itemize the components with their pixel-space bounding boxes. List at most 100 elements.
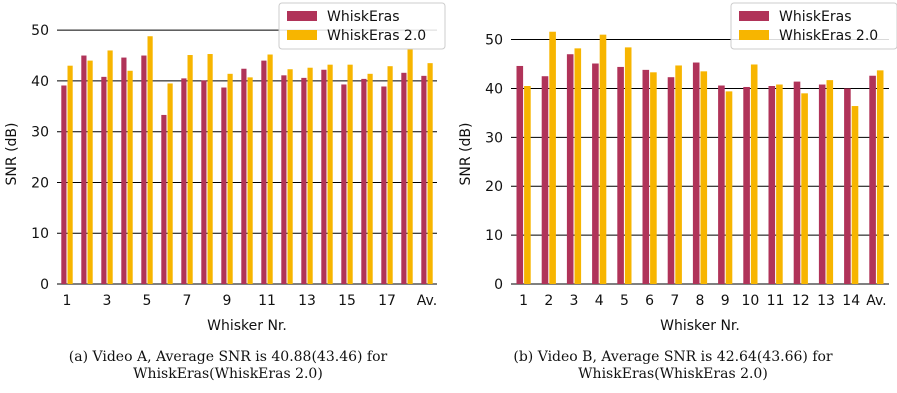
bar-whiskeras2-3 [107,50,113,284]
bar-whiskeras2-2 [87,60,93,284]
bar-whiskeras-6 [642,69,650,284]
x-tick-label: 14 [842,293,860,309]
bar-whiskeras-10 [743,86,750,284]
x-tick-label: 1 [63,293,72,309]
bar-whiskeras-11 [261,60,267,284]
bar-whiskeras-5 [141,55,147,285]
bar-whiskeras-3 [101,76,107,284]
bar-whiskeras2-4 [127,70,133,285]
bar-whiskeras2-1 [67,65,73,284]
y-tick-label: 20 [485,179,503,195]
bar-whiskeras2-6 [167,83,173,284]
bar-whiskeras2-7 [675,65,682,284]
y-axis-title: SNR (dB) [4,123,20,186]
y-tick-label: 30 [485,130,503,146]
y-tick-label: 30 [31,125,49,141]
bar-whiskeras-17 [381,86,387,284]
bar-whiskeras2-4 [599,34,607,284]
bar-whiskeras-12 [281,75,287,284]
bar-whiskeras2-5 [147,36,153,284]
bar-whiskeras2-Av. [427,63,433,285]
x-tick-label: 10 [741,293,759,309]
bar-whiskeras2-9 [227,73,233,284]
x-tick-label: 17 [378,293,396,309]
y-tick-label: 40 [31,74,49,90]
caption-b: (b) Video B, Average SNR is 42.64(43.66)… [513,349,833,382]
bar-whiskeras-16 [361,78,367,285]
bar-whiskeras2-5 [624,47,632,284]
x-tick-label: Av. [866,293,886,309]
x-axis-title: Whisker Nr. [207,318,287,334]
bar-whiskeras-2 [81,55,87,285]
x-tick-label: 12 [792,293,810,309]
bar-whiskeras-12 [793,81,801,284]
legend: WhiskEras WhiskEras 2.0 [730,2,897,50]
bar-whiskeras-2 [541,76,549,284]
bar-whiskeras-15 [341,84,347,284]
legend-label: WhiskEras 2.0 [779,28,878,44]
bar-whiskeras2-15 [347,64,353,284]
bar-whiskeras2-2 [549,31,556,284]
bar-whiskeras2-11 [267,54,273,285]
bar-whiskeras-11 [768,86,776,284]
y-tick-label: 10 [31,226,49,242]
bar-whiskeras-8 [201,80,207,285]
x-tick-label: 13 [817,293,835,309]
bar-whiskeras-9 [221,87,227,285]
x-tick-label: 7 [183,293,192,309]
x-tick-label: 13 [298,293,316,309]
bar-whiskeras2-1 [524,86,531,284]
y-tick-label: 40 [485,81,503,97]
bar-whiskeras2-9 [725,91,733,284]
y-tick-label: 0 [40,277,49,293]
bar-whiskeras2-10 [247,77,253,284]
bar-whiskeras2-17 [387,66,393,284]
bar-whiskeras-8 [692,62,700,285]
y-tick-label: 50 [485,33,503,49]
bar-whiskeras-4 [121,57,127,284]
bar-whiskeras2-10 [750,64,758,284]
bar-whiskeras-14 [844,88,851,284]
bar-whiskeras2-11 [776,84,783,285]
bar-whiskeras-5 [617,66,624,284]
x-tick-label: 3 [103,293,112,309]
bar-whiskeras2-8 [700,71,708,284]
bar-whiskeras-13 [818,84,826,285]
bar-whiskeras-1 [61,85,67,284]
y-tick-label: 50 [31,23,49,39]
bar-whiskeras2-6 [650,72,657,284]
bar-whiskeras2-16 [367,73,373,284]
x-tick-label: 9 [721,293,730,309]
legend-swatch [739,11,769,21]
x-tick-label: 5 [620,293,629,309]
bar-whiskeras-Av. [869,75,876,284]
bar-whiskeras2-13 [826,80,834,284]
bar-whiskeras2-3 [574,48,582,284]
bar-whiskeras-7 [181,78,187,284]
x-tick-label: 6 [645,293,654,309]
bar-whiskeras2-7 [187,55,193,285]
x-tick-label: 9 [223,293,232,309]
y-tick-label: 20 [31,175,49,191]
legend-box [278,2,446,50]
x-tick-label: 4 [595,293,604,309]
x-axis-title: Whisker Nr. [660,318,740,334]
bar-whiskeras2-18 [407,49,413,285]
y-axis-title: SNR (dB) [458,123,474,186]
bar-whiskeras2-14 [327,64,333,284]
legend-swatch [287,11,317,21]
bar-whiskeras-14 [321,69,327,284]
legend-box [730,2,897,50]
legend: WhiskEras WhiskEras 2.0 [278,2,446,50]
legend-swatch [739,30,769,40]
legend-label: WhiskEras 2.0 [327,28,426,44]
bar-whiskeras-9 [718,85,725,284]
x-tick-label: 7 [670,293,679,309]
legend-label: WhiskEras [779,9,851,25]
bar-whiskeras2-12 [287,69,293,284]
x-tick-label: 11 [258,293,276,309]
bar-whiskeras2-12 [801,93,808,284]
bar-whiskeras2-13 [307,67,313,284]
